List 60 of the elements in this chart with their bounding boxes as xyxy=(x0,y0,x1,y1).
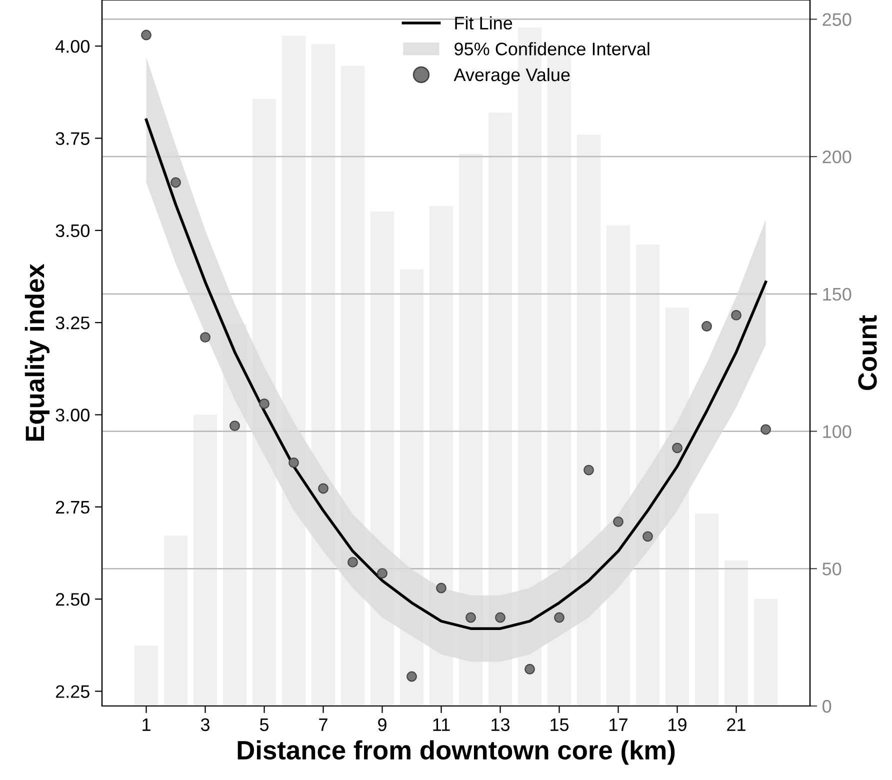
x-axis-title: Distance from downtown core (km) xyxy=(238,740,675,765)
y-tick-label: 2.50 xyxy=(56,593,90,606)
x-tick-label: 13 xyxy=(492,718,510,732)
legend-label: Fit Line xyxy=(455,16,512,30)
point xyxy=(170,177,181,188)
annotation: 95% Confidence Interval xyxy=(454,42,650,56)
point xyxy=(348,557,358,568)
y2-tick-label: 200 xyxy=(822,150,852,164)
point xyxy=(613,516,624,527)
point xyxy=(377,568,388,578)
x-tick-label: 15 xyxy=(550,718,569,732)
point xyxy=(318,483,328,494)
point xyxy=(731,310,742,320)
bar xyxy=(193,414,218,706)
x-tick-label: 7 xyxy=(319,718,328,731)
y2-tick-label: 100 xyxy=(823,425,852,438)
line-series xyxy=(144,118,768,630)
y-tick-label: 4.00 xyxy=(55,40,90,53)
x-tick-label: 5 xyxy=(260,718,269,732)
x-tick-label: 1 xyxy=(142,718,150,731)
bar xyxy=(694,514,719,706)
y-tick-label: 3.50 xyxy=(56,224,90,238)
point xyxy=(760,424,771,435)
y2-tick-label: 250 xyxy=(822,13,852,26)
y2-axis-title: Count xyxy=(858,315,877,390)
point xyxy=(554,612,564,623)
point xyxy=(288,457,299,468)
y2-tick-label: 0 xyxy=(822,700,832,713)
x-tick-label: 21 xyxy=(727,718,746,731)
x-tick-label: 3 xyxy=(200,718,210,732)
bar xyxy=(164,536,188,706)
bar xyxy=(754,598,778,706)
point xyxy=(200,332,210,343)
y-tick-label: 2.25 xyxy=(56,685,90,698)
y-tick-label: 3.00 xyxy=(56,408,90,422)
bar xyxy=(134,646,158,706)
point xyxy=(495,612,506,623)
point xyxy=(230,420,240,432)
x-tick-label: 11 xyxy=(433,718,450,731)
point xyxy=(524,664,535,674)
point xyxy=(642,531,653,542)
point xyxy=(141,30,152,40)
legend-label: Average Value xyxy=(454,68,570,85)
y-tick-label: 3.25 xyxy=(56,316,90,330)
x-tick-label: 19 xyxy=(668,718,686,732)
bar xyxy=(724,560,748,706)
x-tick-label: 9 xyxy=(378,718,386,732)
x-tick-label: 17 xyxy=(610,718,628,731)
point xyxy=(672,442,682,454)
point xyxy=(259,398,270,409)
point xyxy=(406,671,417,682)
point xyxy=(584,464,594,476)
y2-tick-label: 50 xyxy=(822,562,842,576)
y2-tick-label: 150 xyxy=(823,288,852,301)
point xyxy=(466,612,476,623)
y-axis-title: Equality index xyxy=(24,264,50,441)
point xyxy=(702,321,712,332)
y-tick-label: 3.75 xyxy=(56,132,90,145)
y-tick-label: 2.75 xyxy=(56,500,90,514)
point xyxy=(436,582,446,594)
